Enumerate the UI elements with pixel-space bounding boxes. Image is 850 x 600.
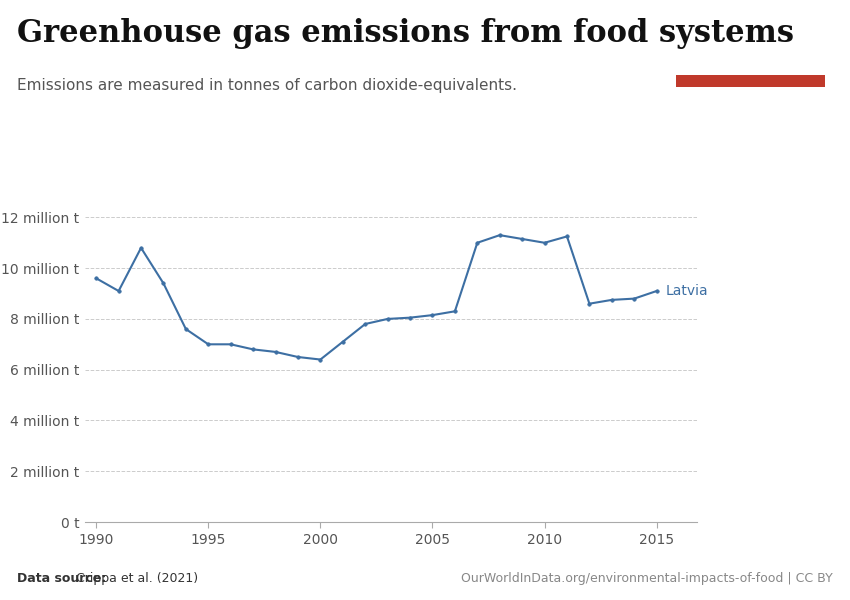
Text: Greenhouse gas emissions from food systems: Greenhouse gas emissions from food syste… [17, 18, 794, 49]
FancyBboxPatch shape [676, 74, 824, 87]
Text: in Data: in Data [725, 52, 775, 65]
Text: OurWorldInData.org/environmental-impacts-of-food | CC BY: OurWorldInData.org/environmental-impacts… [462, 572, 833, 585]
Text: Our World: Our World [715, 31, 785, 44]
Text: Emissions are measured in tonnes of carbon dioxide-equivalents.: Emissions are measured in tonnes of carb… [17, 78, 517, 93]
Text: Crippa et al. (2021): Crippa et al. (2021) [76, 572, 199, 585]
Text: Data source:: Data source: [17, 572, 106, 585]
Text: Latvia: Latvia [666, 284, 708, 298]
